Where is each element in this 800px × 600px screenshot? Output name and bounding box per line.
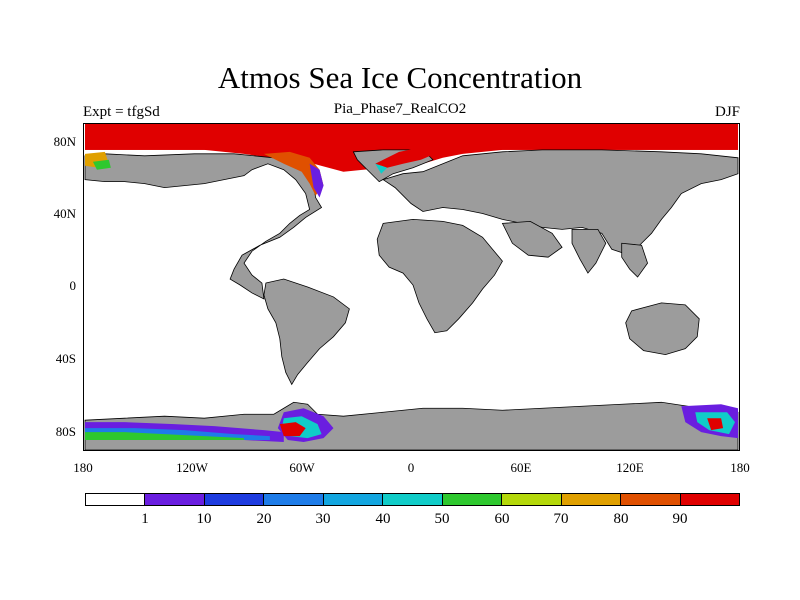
colorbar-segment bbox=[561, 494, 622, 505]
colorbar-label: 80 bbox=[613, 511, 629, 527]
case-label: Pia_Phase7_RealCO2 bbox=[333, 101, 467, 117]
colorbar-label: 20 bbox=[256, 511, 272, 527]
barents-ice-2 bbox=[375, 163, 388, 174]
colorbar-segment bbox=[680, 494, 739, 505]
se-asia bbox=[621, 242, 648, 278]
colorbar-label: 90 bbox=[672, 511, 688, 527]
map-canvas bbox=[84, 124, 739, 450]
lon-label-120w: 120W bbox=[176, 460, 208, 475]
south-america bbox=[263, 278, 350, 386]
colorbar-segment bbox=[442, 494, 503, 505]
alaska-ice-2 bbox=[92, 159, 111, 170]
arabia bbox=[501, 220, 563, 258]
colorbar-segment bbox=[264, 494, 324, 505]
lat-label-0: 0 bbox=[69, 278, 77, 293]
lon-label-180w: 180 bbox=[73, 460, 93, 475]
lat-label-80s: 80S bbox=[55, 424, 76, 439]
eurasia bbox=[382, 149, 739, 256]
lon-label-0: 0 bbox=[407, 460, 415, 475]
barents-ice bbox=[375, 145, 435, 168]
ross-sea-ice-3 bbox=[707, 418, 724, 431]
india bbox=[571, 228, 607, 274]
colorbar-label: 1 bbox=[141, 511, 149, 527]
colorbar-segment bbox=[621, 494, 681, 505]
colorbar-segment bbox=[86, 494, 146, 505]
experiment-label: Expt = tfgSd bbox=[83, 104, 160, 120]
lat-label-80n: 80N bbox=[53, 134, 76, 149]
colorbar-label: 40 bbox=[375, 511, 391, 527]
ross-ice-3 bbox=[85, 432, 245, 441]
map-title: Atmos Sea Ice Concentration bbox=[217, 60, 583, 95]
colorbar-segment bbox=[145, 494, 205, 505]
hudson-ice bbox=[263, 151, 324, 196]
weddell-ice-3 bbox=[279, 422, 306, 437]
colorbar bbox=[85, 493, 740, 506]
colorbar-label: 50 bbox=[434, 511, 450, 527]
colorbar-label: 10 bbox=[196, 511, 212, 527]
lon-label-60w: 60W bbox=[289, 460, 315, 475]
lon-label-120e: 120E bbox=[616, 460, 644, 475]
arctic-ice-edge bbox=[85, 124, 738, 172]
season-label: DJF bbox=[714, 104, 740, 120]
colorbar-segment bbox=[323, 494, 384, 505]
lat-label-40s: 40S bbox=[55, 351, 76, 366]
map-panel bbox=[83, 123, 740, 451]
colorbar-segment bbox=[383, 494, 443, 505]
colorbar-segment bbox=[204, 494, 265, 505]
lon-label-180e: 180 bbox=[730, 460, 750, 475]
lat-label-40n: 40N bbox=[53, 206, 76, 221]
australia bbox=[625, 302, 700, 355]
lon-label-60e: 60E bbox=[510, 460, 532, 475]
north-america bbox=[84, 153, 323, 300]
colorbar-label: 70 bbox=[553, 511, 569, 527]
hudson-ice-2 bbox=[309, 163, 324, 198]
africa bbox=[376, 219, 503, 334]
colorbar-label: 60 bbox=[494, 511, 510, 527]
colorbar-label: 30 bbox=[315, 511, 331, 527]
colorbar-segment bbox=[502, 494, 562, 505]
